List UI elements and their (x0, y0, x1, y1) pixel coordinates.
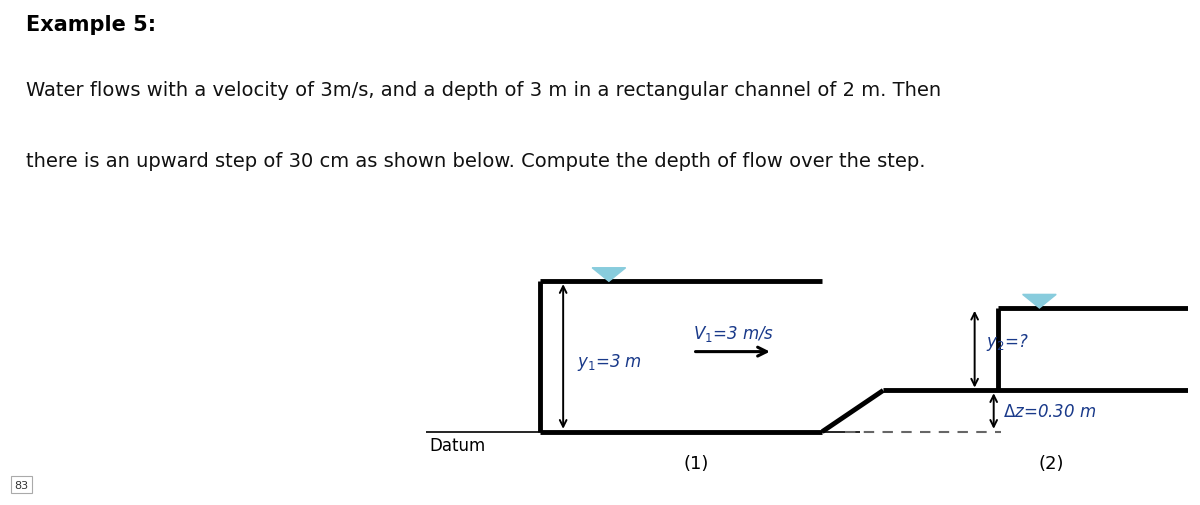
Polygon shape (1022, 295, 1056, 309)
Text: $\Delta$z=0.30 m: $\Delta$z=0.30 m (1003, 402, 1097, 420)
Text: Datum: Datum (430, 436, 486, 453)
Text: there is an upward step of 30 cm as shown below. Compute the depth of flow over : there is an upward step of 30 cm as show… (26, 152, 926, 171)
Text: (2): (2) (1038, 454, 1063, 472)
Text: $V_1$=3 m/s: $V_1$=3 m/s (692, 324, 774, 343)
Polygon shape (592, 268, 625, 282)
Text: (1): (1) (684, 454, 709, 472)
Text: $y_1$=3 m: $y_1$=3 m (577, 351, 642, 372)
Text: Example 5:: Example 5: (26, 15, 156, 35)
Text: Water flows with a velocity of 3m/s, and a depth of 3 m in a rectangular channel: Water flows with a velocity of 3m/s, and… (26, 81, 942, 100)
Text: 83: 83 (14, 480, 29, 490)
Text: $y_2$=?: $y_2$=? (986, 332, 1028, 352)
